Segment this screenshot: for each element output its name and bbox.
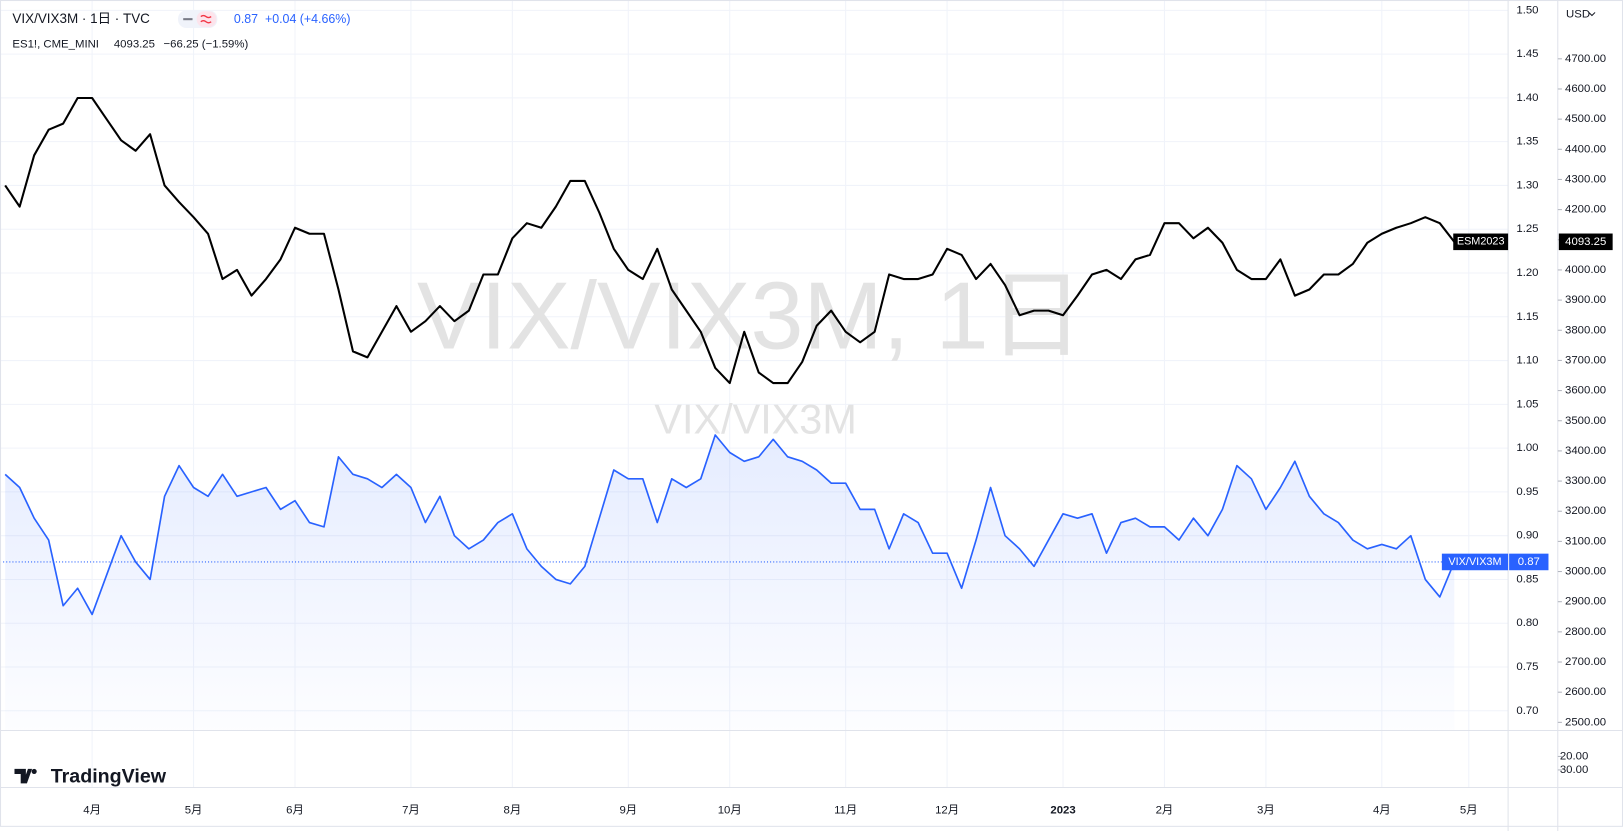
watermark-sub: VIX/VIX3M [654, 397, 856, 443]
last-value-label: 0.87 [1518, 556, 1540, 568]
y2-tick-label: 4300.00 [1565, 173, 1606, 185]
x-tick-label: 8月 [504, 804, 522, 816]
y2-tick-label: 4600.00 [1565, 83, 1606, 95]
x-tick-label: 9月 [619, 804, 637, 816]
logo-mark [31, 768, 37, 775]
y-tick-label: 1.35 [1516, 136, 1538, 148]
brand-logo[interactable]: TradingView [14, 765, 167, 787]
y-tick-label: 1.10 [1516, 355, 1538, 367]
y2-tick-label: 3100.00 [1565, 535, 1606, 547]
y-tick-label: 0.95 [1516, 486, 1538, 498]
x-tick-label: 2023 [1050, 804, 1075, 816]
x-tick-label: 3月 [1257, 804, 1275, 816]
y2-tick-label: 3500.00 [1565, 415, 1606, 427]
y2-tick-label: 2900.00 [1565, 596, 1606, 608]
y-tick-label: 1.40 [1516, 92, 1538, 104]
y2-tick-label: 3600.00 [1565, 385, 1606, 397]
x-tick-label: 4月 [83, 804, 101, 816]
x-tick-label: 5月 [1460, 804, 1478, 816]
lower-tick-label: 20.00 [1560, 750, 1588, 762]
y-tick-label: 1.45 [1516, 48, 1538, 60]
y2-tick-label: 3700.00 [1565, 354, 1606, 366]
y-tick-label: 0.85 [1516, 573, 1538, 585]
y2-tick-label: 3800.00 [1565, 324, 1606, 336]
logo-mark [14, 768, 33, 784]
x-tick-label: 4月 [1373, 804, 1391, 816]
series-tag: VIX/VIX3M [1448, 556, 1501, 568]
line [4, 434, 1456, 616]
secondary-symbol: ES1!, CME_MINI [12, 39, 99, 51]
y-tick-label: 1.15 [1516, 311, 1538, 323]
x-tick-label: 5月 [185, 804, 203, 816]
last-value-box [1509, 553, 1549, 571]
y-tick-label: 0.70 [1516, 705, 1538, 717]
x-tick-label: 2月 [1156, 804, 1174, 816]
y-tick-label: 1.50 [1516, 4, 1538, 16]
icon [200, 14, 212, 24]
y2-tick-label: 4400.00 [1565, 143, 1606, 155]
header-change: +0.04 (+4.66%) [265, 12, 350, 26]
currency-menu[interactable]: USD [1566, 9, 1596, 21]
y2-tick-label: 3200.00 [1565, 505, 1606, 517]
y2-tick-label: 4200.00 [1565, 204, 1606, 216]
y2-tick-label: 2500.00 [1565, 716, 1606, 728]
header-last: 0.87 [234, 12, 258, 26]
x-tick-label: 6月 [286, 804, 304, 816]
y-tick-label: 1.30 [1516, 179, 1538, 191]
icon [1588, 12, 1596, 17]
y-tick-label: 0.80 [1516, 617, 1538, 629]
y2-tick-label: 4700.00 [1565, 53, 1606, 65]
last-value-label: 4093.25 [1565, 236, 1606, 248]
y2-tick-label: 2600.00 [1565, 686, 1606, 698]
brand-name: TradingView [51, 765, 167, 787]
series-tag: ESM2023 [1457, 236, 1505, 248]
y-tick-label: 1.05 [1516, 398, 1538, 410]
y2-tick-label: 2800.00 [1565, 626, 1606, 638]
y-tick-label: 1.25 [1516, 223, 1538, 235]
icon [196, 11, 217, 27]
y2-tick-label: 3300.00 [1565, 475, 1606, 487]
y2-tick-label: 2700.00 [1565, 656, 1606, 668]
y2-tick-label: 4000.00 [1565, 264, 1606, 276]
plot-area [0, 96, 1509, 731]
x-tick-label: 12月 [935, 804, 959, 816]
y2-tick-label: 3000.00 [1565, 566, 1606, 578]
y-tick-label: 0.90 [1516, 530, 1538, 542]
series-tag-box [1441, 553, 1509, 571]
last-value-box [1558, 233, 1613, 251]
y2-tick-label: 3900.00 [1565, 294, 1606, 306]
x-tick-label: 10月 [718, 804, 742, 816]
y-tick-label: 0.75 [1516, 661, 1538, 673]
y2-tick-label: 3400.00 [1565, 445, 1606, 457]
series-tag-box [1453, 233, 1509, 251]
lower-tick-label: 30.00 [1560, 764, 1588, 776]
y2-tick-label: 4500.00 [1565, 113, 1606, 125]
currency[interactable]: USD [1566, 9, 1590, 21]
area [5, 434, 1455, 731]
y-tick-label: 1.00 [1516, 442, 1538, 454]
secondary-change: −66.25 (−1.59%) [164, 39, 249, 51]
watermark: VIX/VIX3M, 1日 [417, 263, 1084, 369]
x-tick-label: 11月 [834, 804, 857, 816]
header-symbol: VIX/VIX3M · 1日 · TVC [12, 11, 150, 26]
secondary-last: 4093.25 [114, 39, 155, 51]
line [4, 96, 1456, 385]
x-tick-label: 7月 [402, 804, 420, 816]
header: VIX/VIX3M · 1日 · TVC 0.87 +0.04 (+4.66%)… [12, 10, 350, 51]
y-tick-label: 1.20 [1516, 267, 1538, 279]
